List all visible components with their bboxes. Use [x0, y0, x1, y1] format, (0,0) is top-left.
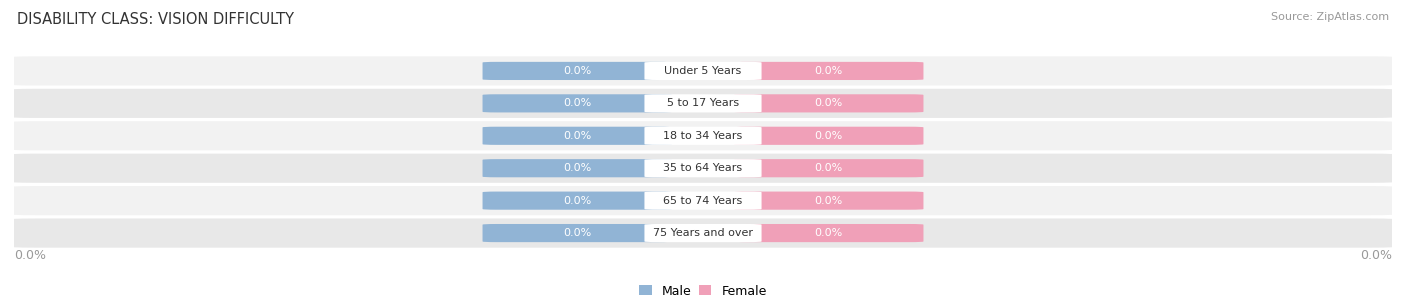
Text: 0.0%: 0.0%: [564, 98, 592, 108]
FancyBboxPatch shape: [644, 94, 762, 112]
Text: 75 Years and over: 75 Years and over: [652, 228, 754, 238]
Text: 0.0%: 0.0%: [564, 66, 592, 76]
FancyBboxPatch shape: [734, 127, 924, 145]
Text: Source: ZipAtlas.com: Source: ZipAtlas.com: [1271, 12, 1389, 22]
FancyBboxPatch shape: [482, 224, 672, 242]
Text: 0.0%: 0.0%: [814, 228, 842, 238]
FancyBboxPatch shape: [482, 94, 672, 112]
FancyBboxPatch shape: [7, 154, 1399, 183]
Text: 0.0%: 0.0%: [814, 131, 842, 141]
Text: 0.0%: 0.0%: [564, 163, 592, 173]
Legend: Male, Female: Male, Female: [640, 285, 766, 298]
FancyBboxPatch shape: [7, 186, 1399, 215]
FancyBboxPatch shape: [644, 159, 762, 177]
Text: 0.0%: 0.0%: [564, 196, 592, 206]
FancyBboxPatch shape: [482, 127, 672, 145]
FancyBboxPatch shape: [7, 219, 1399, 248]
Text: 0.0%: 0.0%: [814, 196, 842, 206]
FancyBboxPatch shape: [644, 127, 762, 145]
FancyBboxPatch shape: [734, 159, 924, 177]
FancyBboxPatch shape: [482, 192, 672, 210]
Text: 0.0%: 0.0%: [564, 228, 592, 238]
Text: 35 to 64 Years: 35 to 64 Years: [664, 163, 742, 173]
Text: 0.0%: 0.0%: [814, 163, 842, 173]
Text: 18 to 34 Years: 18 to 34 Years: [664, 131, 742, 141]
Text: 0.0%: 0.0%: [1360, 249, 1392, 262]
FancyBboxPatch shape: [482, 62, 672, 80]
FancyBboxPatch shape: [644, 62, 762, 80]
FancyBboxPatch shape: [7, 89, 1399, 118]
FancyBboxPatch shape: [7, 121, 1399, 150]
FancyBboxPatch shape: [734, 192, 924, 210]
Text: 0.0%: 0.0%: [14, 249, 46, 262]
Text: 0.0%: 0.0%: [564, 131, 592, 141]
FancyBboxPatch shape: [734, 62, 924, 80]
Text: Under 5 Years: Under 5 Years: [665, 66, 741, 76]
Text: DISABILITY CLASS: VISION DIFFICULTY: DISABILITY CLASS: VISION DIFFICULTY: [17, 12, 294, 27]
FancyBboxPatch shape: [644, 192, 762, 210]
Text: 5 to 17 Years: 5 to 17 Years: [666, 98, 740, 108]
FancyBboxPatch shape: [7, 56, 1399, 85]
FancyBboxPatch shape: [734, 224, 924, 242]
Text: 0.0%: 0.0%: [814, 98, 842, 108]
Text: 0.0%: 0.0%: [814, 66, 842, 76]
FancyBboxPatch shape: [644, 224, 762, 242]
FancyBboxPatch shape: [734, 94, 924, 112]
FancyBboxPatch shape: [482, 159, 672, 177]
Text: 65 to 74 Years: 65 to 74 Years: [664, 196, 742, 206]
